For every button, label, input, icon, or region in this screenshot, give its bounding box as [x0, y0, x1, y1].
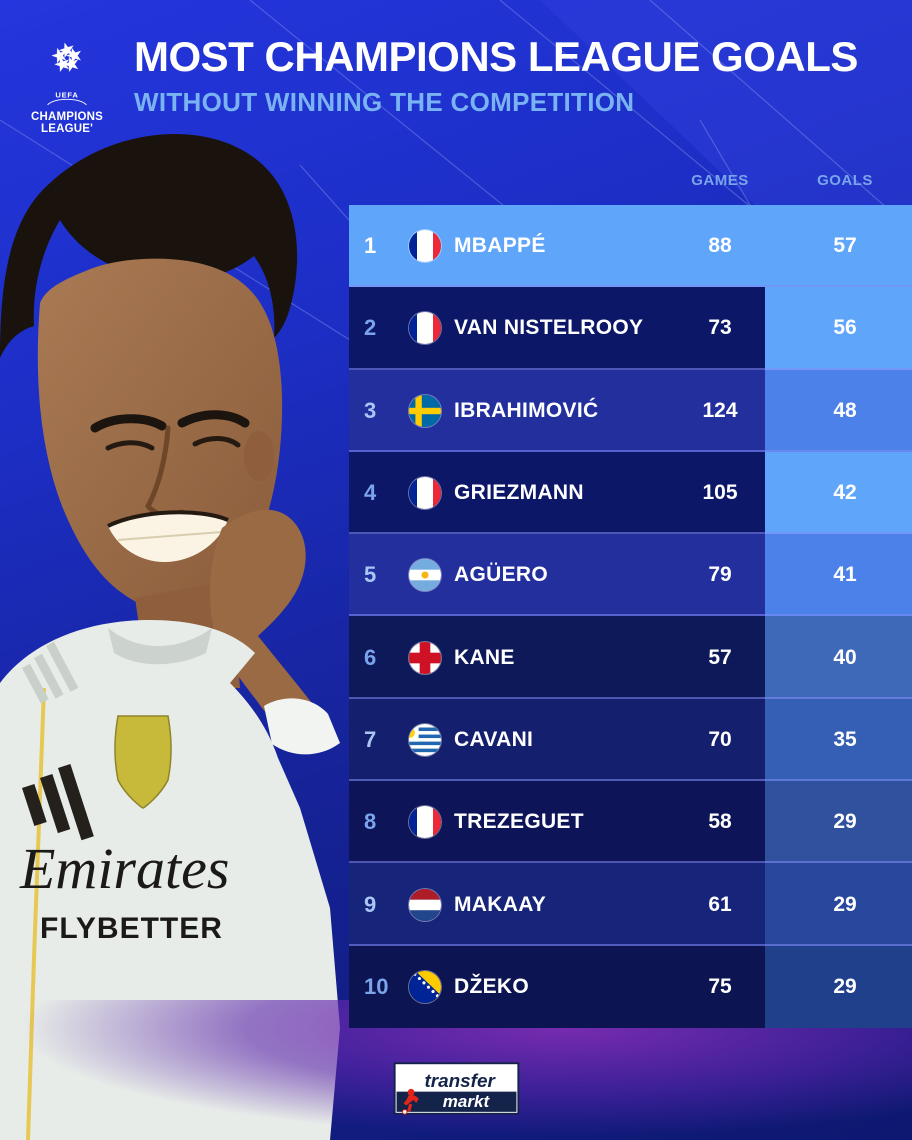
svg-text:UEFA: UEFA [55, 90, 78, 99]
svg-text:markt: markt [443, 1092, 491, 1111]
svg-text:FLYBETTER: FLYBETTER [40, 912, 223, 945]
svg-text:Emirates: Emirates [19, 836, 229, 901]
svg-text:transfer: transfer [424, 1071, 496, 1092]
